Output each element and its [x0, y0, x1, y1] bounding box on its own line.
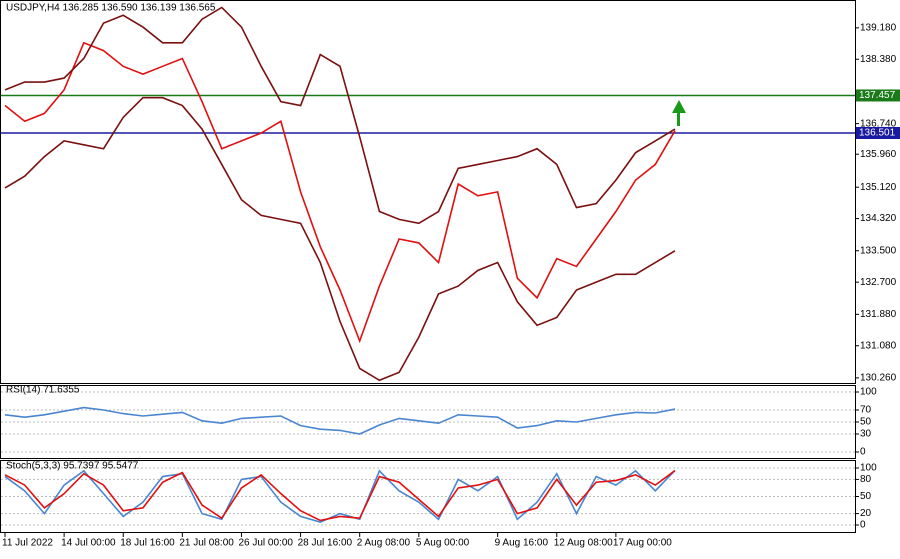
x-tick-label: 11 Jul 2022 — [2, 538, 53, 549]
y-tick-label: 0 — [860, 520, 866, 531]
panel-title: RSI(14) 71.6355 — [6, 385, 80, 396]
y-tick-label: 70 — [860, 405, 872, 416]
x-tick-label: 17 Aug 00:00 — [613, 538, 672, 549]
y-tick-label: 135.960 — [860, 149, 897, 160]
y-tick-label: 20 — [860, 508, 872, 519]
y-tick-label: 130.260 — [860, 373, 897, 384]
panel-title: Stoch(5,3,3) 95.7397 95.5477 — [6, 461, 139, 472]
level-label: 137.457 — [859, 90, 896, 101]
y-tick-label: 133.500 — [860, 245, 897, 256]
y-tick-label: 135.120 — [860, 182, 897, 193]
y-tick-label: 30 — [860, 429, 872, 440]
series-line — [4, 6, 676, 225]
y-tick-label: 0 — [860, 447, 866, 458]
series-line — [4, 96, 676, 382]
y-tick-label: 80 — [860, 474, 872, 485]
y-tick-label: 131.880 — [860, 309, 897, 320]
up-arrow — [672, 100, 686, 113]
main-panel — [0, 0, 856, 384]
y-tick-label: 138.380 — [860, 54, 897, 65]
series-line — [4, 406, 676, 435]
y-tick-label: 100 — [860, 463, 877, 474]
x-tick-label: 18 Jul 16:00 — [120, 538, 175, 549]
x-tick-label: 9 Aug 16:00 — [495, 538, 549, 549]
y-tick-label: 136.740 — [860, 118, 897, 129]
level-tag — [856, 89, 900, 102]
y-tick-label: 132.700 — [860, 277, 897, 288]
x-tick-label: 26 Jul 00:00 — [238, 538, 293, 549]
x-tick-label: 28 Jul 16:00 — [298, 538, 353, 549]
level-label: 136.501 — [859, 128, 896, 139]
series-line — [4, 469, 676, 522]
x-tick-label: 2 Aug 08:00 — [357, 538, 411, 549]
y-tick-label: 50 — [860, 491, 872, 502]
arrow-shaft — [677, 112, 680, 126]
panel-title: USDJPY,H4 136.285 136.590 136.139 136.56… — [6, 3, 216, 14]
x-tick-label: 12 Aug 08:00 — [554, 538, 613, 549]
level-tag — [856, 126, 900, 139]
series-line — [4, 41, 676, 344]
y-tick-label: 100 — [860, 387, 877, 398]
y-tick-label: 134.320 — [860, 213, 897, 224]
y-tick-label: 139.180 — [860, 23, 897, 34]
x-tick-label: 14 Jul 00:00 — [61, 538, 116, 549]
x-tick-label: 5 Aug 00:00 — [416, 538, 470, 549]
y-tick-label: 131.080 — [860, 340, 897, 351]
y-tick-label: 50 — [860, 417, 872, 428]
x-tick-label: 21 Jul 08:00 — [179, 538, 234, 549]
